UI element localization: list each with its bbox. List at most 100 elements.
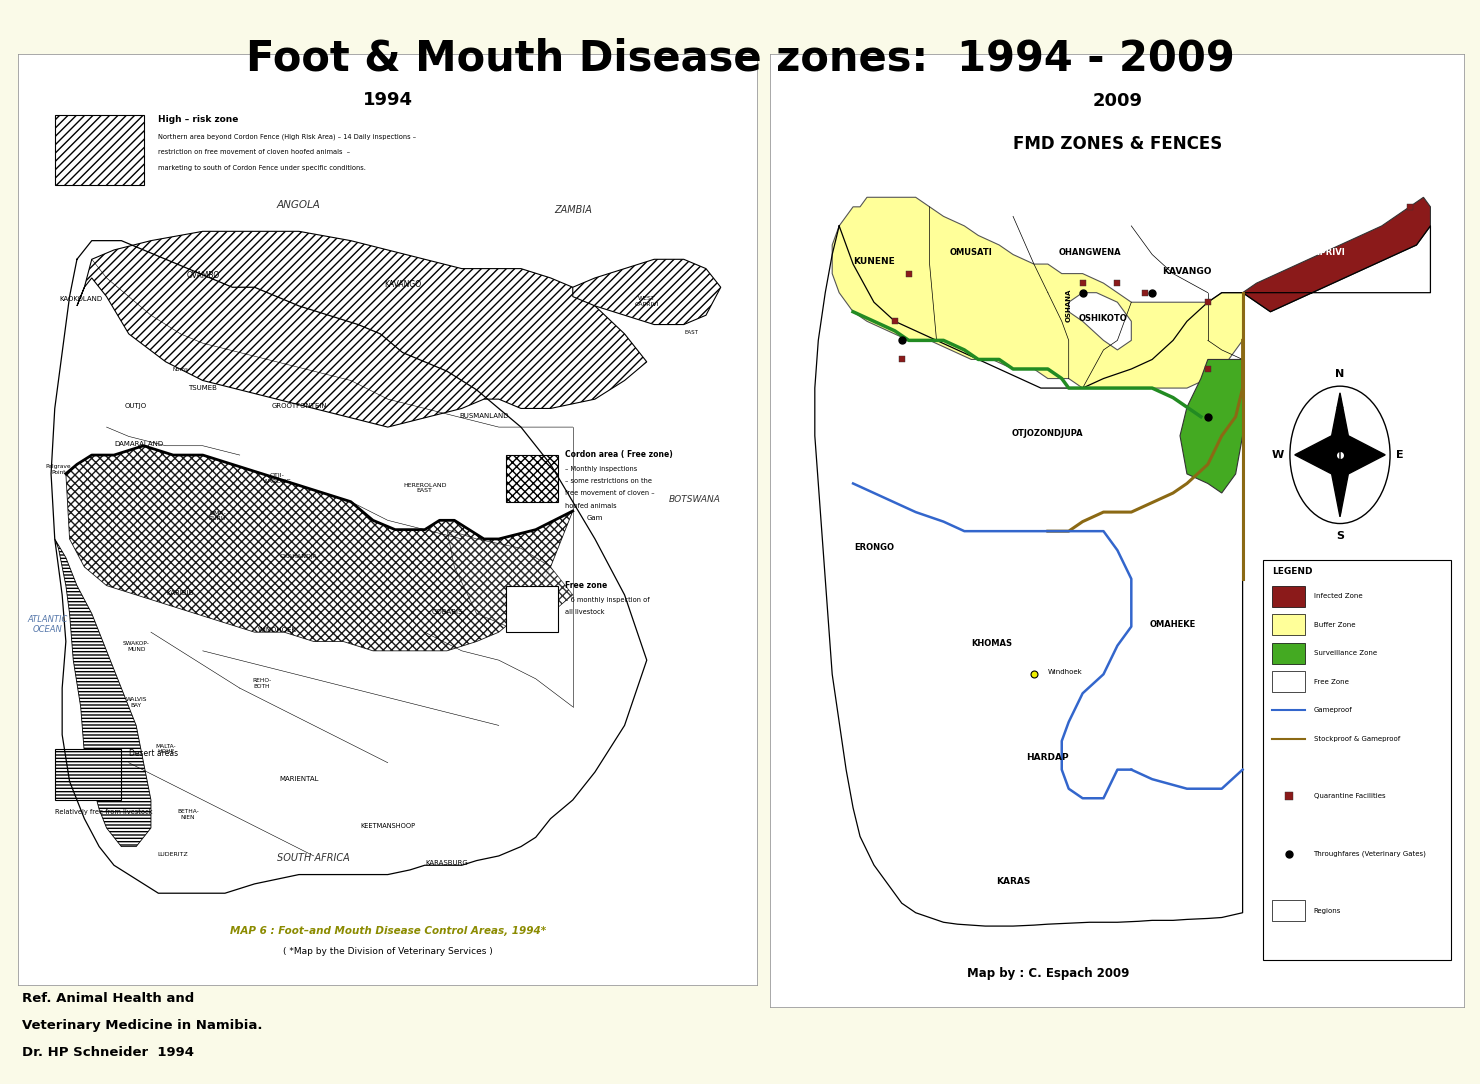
Text: OTJI-
WARONG: OTJI- WARONG (262, 474, 292, 485)
Text: Quarantine Facilities: Quarantine Facilities (1314, 793, 1385, 799)
Text: marketing to south of Cordon Fence under specific conditions.: marketing to south of Cordon Fence under… (158, 165, 366, 171)
Text: Gameproof: Gameproof (1314, 708, 1353, 713)
Text: SOUTH AFRICA: SOUTH AFRICA (277, 853, 351, 863)
Text: MALTA-
HOHE: MALTA- HOHE (155, 744, 176, 754)
Bar (1271, 615, 1305, 635)
Text: CAPRIVI: CAPRIVI (1307, 247, 1345, 257)
Text: REHO-
BOTH: REHO- BOTH (252, 679, 272, 689)
Bar (506, 455, 558, 502)
Text: OMUSATI: OMUSATI (950, 247, 993, 257)
Text: Relatively free from livestock: Relatively free from livestock (55, 810, 152, 815)
Text: GROOTFONTEIN: GROOTFONTEIN (271, 403, 327, 410)
Text: Cordon area ( Free zone): Cordon area ( Free zone) (565, 451, 673, 460)
Polygon shape (1069, 293, 1131, 350)
Text: ATLANTIC
OCEAN: ATLANTIC OCEAN (27, 615, 68, 634)
Text: Veterinary Medicine in Namibia.: Veterinary Medicine in Namibia. (22, 1019, 263, 1032)
Text: TSUMEB: TSUMEB (188, 385, 218, 391)
Text: W: W (1273, 450, 1285, 460)
Text: OVAMBO: OVAMBO (186, 271, 219, 280)
Polygon shape (77, 231, 647, 427)
Text: Windhoek: Windhoek (1048, 669, 1082, 675)
Text: OHANGWENA: OHANGWENA (1058, 247, 1120, 257)
Text: KARIBIB: KARIBIB (167, 590, 194, 596)
Text: WALVIS
BAY: WALVIS BAY (126, 697, 147, 708)
Text: OSHIKOTO: OSHIKOTO (1079, 314, 1128, 323)
Text: OKAHANDJA: OKAHANDJA (280, 554, 318, 558)
Text: KARAS: KARAS (996, 877, 1030, 886)
Text: OTJOZONDJUPA: OTJOZONDJUPA (1012, 429, 1083, 438)
Text: ANGOLA: ANGOLA (277, 201, 321, 210)
Text: – some restrictions on the: – some restrictions on the (565, 478, 653, 485)
Bar (1271, 585, 1305, 607)
Text: WINDHOEK: WINDHOEK (258, 628, 296, 633)
Text: 2009: 2009 (1092, 92, 1143, 111)
Text: all livestock: all livestock (565, 609, 605, 615)
Text: KAVANGO: KAVANGO (1162, 267, 1212, 275)
Text: FMD ZONES & FENCES: FMD ZONES & FENCES (1012, 136, 1222, 153)
Text: MAP 6 : Foot–and Mouth Disease Control Areas, 1994*: MAP 6 : Foot–and Mouth Disease Control A… (229, 926, 546, 935)
Text: Surveillance Zone: Surveillance Zone (1314, 650, 1376, 656)
Text: Free Zone: Free Zone (1314, 679, 1348, 685)
Polygon shape (447, 530, 573, 632)
Text: ERONGO: ERONGO (854, 543, 894, 552)
Text: S: S (1336, 531, 1344, 541)
Text: MARIENTAL: MARIENTAL (280, 776, 318, 783)
Text: Northern area beyond Cordon Fence (High Risk Area) – 14 Daily inspections –: Northern area beyond Cordon Fence (High … (158, 133, 416, 140)
Text: E: E (1396, 450, 1403, 460)
Bar (1264, 559, 1452, 960)
Text: hoofed animals: hoofed animals (565, 503, 617, 508)
Text: SWAKOP-
MUND: SWAKOP- MUND (123, 641, 149, 651)
Bar (506, 585, 558, 632)
Text: GOBABIS: GOBABIS (431, 608, 463, 615)
Bar (1271, 643, 1305, 663)
Text: Desert areas: Desert areas (129, 749, 178, 758)
Text: Ref. Animal Health and: Ref. Animal Health and (22, 992, 194, 1005)
Text: Foot & Mouth Disease zones:  1994 - 2009: Foot & Mouth Disease zones: 1994 - 2009 (246, 38, 1234, 80)
Polygon shape (55, 539, 151, 847)
Text: BOTSWANA: BOTSWANA (669, 494, 721, 504)
Text: OMAHEKE: OMAHEKE (1150, 620, 1196, 629)
Text: ( *Map by the Division of Veterinary Services ): ( *Map by the Division of Veterinary Ser… (283, 947, 493, 956)
Bar (1271, 671, 1305, 693)
Text: Noms: Noms (173, 367, 188, 372)
Text: – 6 monthly inspection of: – 6 monthly inspection of (565, 597, 650, 603)
Text: KAVANGO: KAVANGO (383, 281, 422, 289)
Text: Dr. HP Schneider  1994: Dr. HP Schneider 1994 (22, 1046, 194, 1059)
Text: LUDERITZ: LUDERITZ (158, 852, 188, 857)
Text: restriction on free movement of cloven hoofed animals  –: restriction on free movement of cloven h… (158, 150, 351, 155)
Text: OUTJO: OUTJO (126, 403, 147, 410)
Bar (55, 749, 121, 800)
Text: Free zone: Free zone (565, 581, 608, 590)
Text: BUSMANLAND: BUSMANLAND (459, 413, 509, 418)
Text: 1994: 1994 (363, 91, 413, 109)
Polygon shape (573, 259, 721, 324)
Text: KARASBURG: KARASBURG (426, 861, 468, 866)
Polygon shape (1243, 197, 1431, 312)
Bar (1271, 901, 1305, 921)
Text: Buffer Zone: Buffer Zone (1314, 621, 1356, 628)
Text: Regions: Regions (1314, 907, 1341, 914)
Text: KUNENE: KUNENE (852, 257, 895, 266)
Text: free movement of cloven –: free movement of cloven – (565, 490, 656, 496)
Text: N: N (1335, 369, 1345, 378)
Text: High – risk zone: High – risk zone (158, 115, 238, 124)
Text: EAST: EAST (684, 330, 699, 335)
Text: WEST
CAPRIVI: WEST CAPRIVI (635, 296, 659, 307)
Text: Throughfares (Veterinary Gates): Throughfares (Veterinary Gates) (1314, 850, 1427, 856)
Polygon shape (67, 446, 573, 650)
Text: BETHA-
NIEN: BETHA- NIEN (178, 809, 198, 820)
Text: KEETMANSHOOP: KEETMANSHOOP (360, 823, 416, 829)
Text: DAMARALAND: DAMARALAND (114, 441, 163, 447)
Text: Gam: Gam (586, 515, 604, 521)
Text: OSHANA: OSHANA (1066, 289, 1072, 322)
Text: HEREROLAND
EAST: HEREROLAND EAST (403, 482, 447, 493)
Text: LEGEND: LEGEND (1271, 567, 1313, 577)
Polygon shape (1295, 392, 1385, 517)
Bar (55, 115, 144, 184)
Text: Map by : C. Espach 2009: Map by : C. Espach 2009 (966, 967, 1129, 980)
Polygon shape (832, 197, 1243, 388)
Text: OMA-
RURU: OMA- RURU (209, 511, 226, 521)
Text: – Monthly inspections: – Monthly inspections (565, 466, 638, 473)
Text: HARDAP: HARDAP (1027, 753, 1069, 762)
Text: ZAMBIA: ZAMBIA (554, 205, 592, 215)
